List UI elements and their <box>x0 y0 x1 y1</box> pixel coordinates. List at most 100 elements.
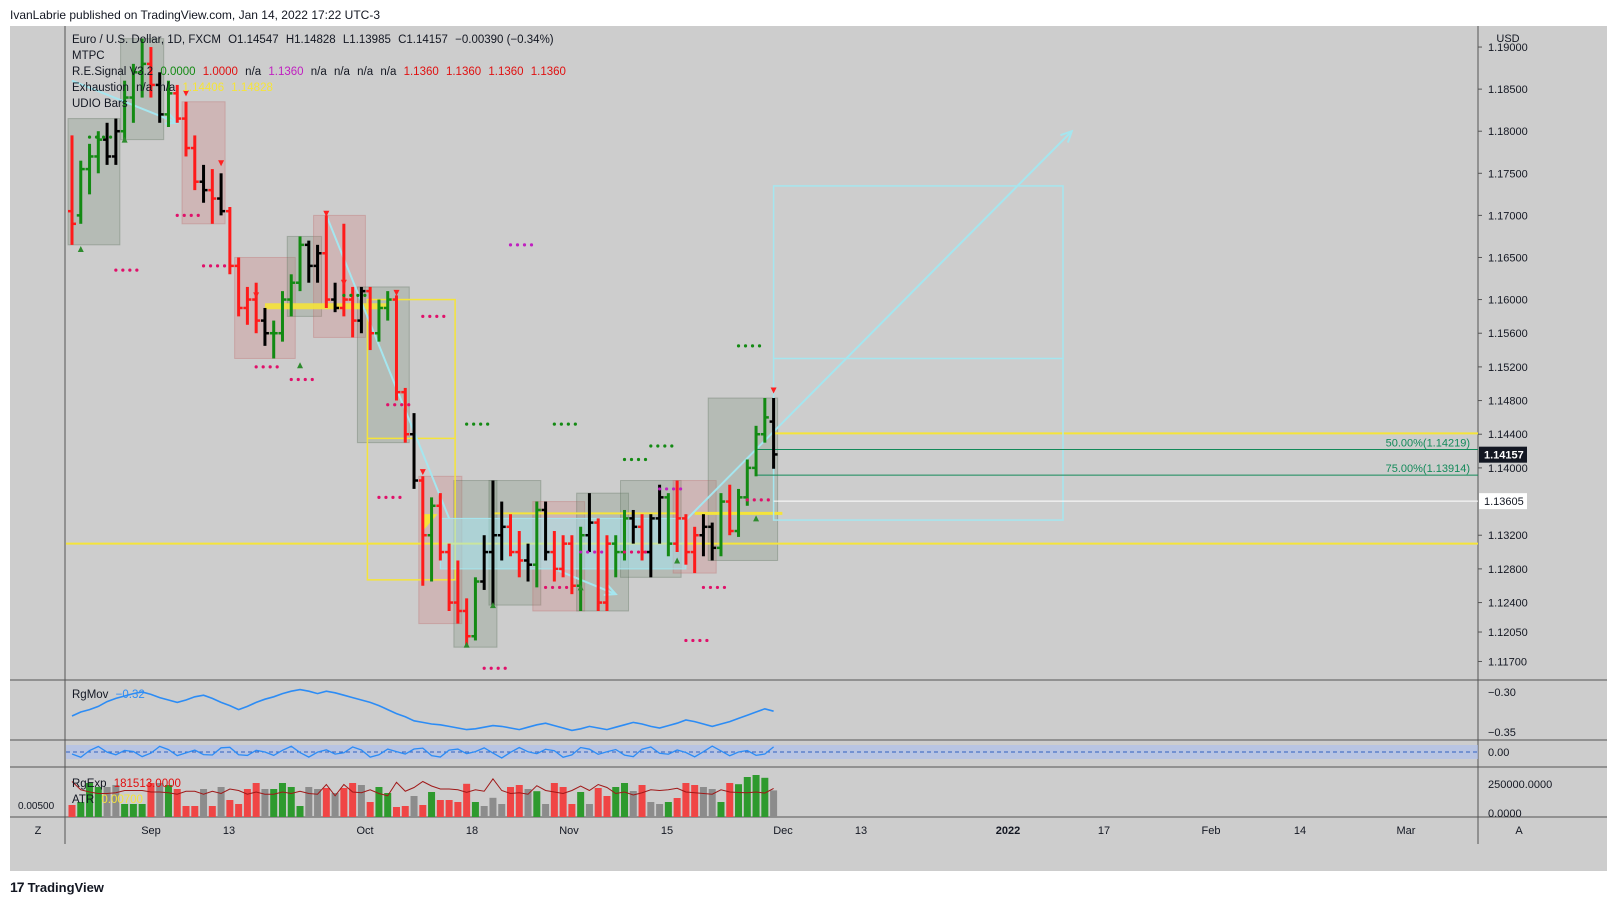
ohlc-bar <box>182 101 191 157</box>
volume-bar <box>436 800 444 817</box>
time-tick-label: Nov <box>559 825 579 837</box>
time-tick-label: 14 <box>1294 825 1306 837</box>
volume-bar <box>454 802 462 817</box>
ohlc-bar <box>602 535 611 611</box>
ohlc-bar <box>225 206 234 275</box>
chart-frame[interactable]: 50.00%(1.14219) 75.00%(1.13914) 1.19000 1.… <box>10 26 1607 871</box>
ohlc-bar <box>322 215 331 308</box>
rgexp-legend[interactable]: RgExp 181513.0000 <box>72 778 181 790</box>
price-tick-label: 1.14400 <box>1488 429 1528 441</box>
mtpc-legend[interactable]: MTPC <box>72 50 105 62</box>
symbol-line[interactable]: Euro / U.S. Dollar, 1D, FXCM <box>72 34 221 46</box>
rgmov-legend[interactable]: RgMov −0.32 <box>72 689 145 701</box>
ohlc-bar <box>278 291 287 342</box>
ohlc-bar <box>190 135 199 191</box>
ohlc-bar <box>410 413 419 489</box>
volume-bar <box>191 806 199 817</box>
zoom-button[interactable]: Z <box>35 825 42 837</box>
signal-dot <box>208 264 213 268</box>
ohlc-bar <box>208 169 217 224</box>
signal-dot <box>557 585 562 590</box>
signal-dot <box>573 422 577 426</box>
udio-legend[interactable]: UDIO Bars <box>72 98 128 110</box>
osc-tick-label: 0.00 <box>1488 747 1509 759</box>
sell-signal-icon <box>770 387 777 394</box>
time-tick-label: Dec <box>773 825 793 837</box>
signal-dot <box>496 666 500 670</box>
auto-scale-button[interactable]: A <box>1515 825 1523 837</box>
ohlc-bar <box>515 531 524 578</box>
sell-signal-icon <box>393 289 400 296</box>
level-label: 1.13605 <box>1484 496 1524 508</box>
ohlc-bar <box>234 257 243 317</box>
price-tick-label: 1.19000 <box>1488 42 1528 54</box>
volume-bar <box>147 783 155 817</box>
volume-bar <box>761 777 769 817</box>
signal-dot <box>736 344 741 348</box>
publish-line: IvanLabrie published on TradingView.com,… <box>10 8 381 22</box>
exhaustion-legend[interactable]: Exhaustion n/a n/a 1.14406 1.14828 <box>72 82 273 94</box>
signal-dot <box>391 495 395 499</box>
volume-bar <box>691 785 699 817</box>
signal-dot <box>363 293 367 297</box>
volume-bar <box>278 783 286 817</box>
signal-dot <box>722 585 727 590</box>
price-tick-label: 1.12800 <box>1488 564 1528 576</box>
ohlc-bar <box>173 84 182 123</box>
price-tick-label: 1.18000 <box>1488 126 1528 138</box>
rgmov-line <box>71 688 774 732</box>
volume-bar <box>375 787 383 817</box>
price-tick-label: 1.16500 <box>1488 252 1528 264</box>
time-tick-label: 15 <box>661 825 673 837</box>
volume-bar <box>94 787 102 817</box>
signal-dot <box>189 213 193 217</box>
price-tick-label: 1.16000 <box>1488 295 1528 307</box>
atr-legend[interactable]: ATR 0.00700 <box>72 794 143 806</box>
volume-bar <box>340 788 348 817</box>
volume-bar <box>717 802 725 817</box>
current-price-badge <box>1479 446 1527 463</box>
ohlc-bar <box>146 47 155 98</box>
signal-dot <box>87 135 92 139</box>
tradingview-logo-icon: 17 <box>10 879 25 895</box>
signal-dot <box>649 444 653 448</box>
ohlc-bar <box>217 173 226 216</box>
ohlc-bar <box>331 282 340 313</box>
signal-dot <box>421 314 425 318</box>
re-signal-legend[interactable]: R.E.Signal V3.2 0.0000 1.0000 n/a 1.1360… <box>72 66 566 78</box>
volume-bar <box>708 789 716 817</box>
signal-dot <box>349 293 353 297</box>
volume-bar <box>752 775 760 817</box>
ohlc-bar <box>752 425 761 477</box>
projection-box <box>772 185 1064 521</box>
tradingview-logo[interactable]: 17 TradingView <box>10 879 104 895</box>
signal-dot <box>757 344 762 348</box>
volume-bar <box>103 787 111 817</box>
ohlc-bar <box>252 282 261 334</box>
ohlc-bar <box>243 286 252 325</box>
chart-canvas[interactable]: 50.00%(1.14219) 75.00%(1.13914) 1.19000 1.… <box>10 26 1607 871</box>
signal-dot <box>114 268 118 272</box>
volume-bar <box>270 789 278 817</box>
signal-dot <box>486 422 490 426</box>
buy-signal-icon <box>463 641 470 648</box>
signal-dot <box>698 638 702 643</box>
ohlc-bar <box>690 526 699 574</box>
ohlc-bar <box>348 286 357 338</box>
volume-bar <box>585 804 593 817</box>
sell-signal-icon <box>419 469 426 476</box>
volume-tick-label: 0.0000 <box>1488 808 1522 820</box>
price-tick-label: 1.18500 <box>1488 84 1528 96</box>
time-tick-label: 17 <box>1098 825 1110 837</box>
ohlc-high: H1.14828 <box>285 34 336 46</box>
udio-box <box>181 101 226 225</box>
signal-dot <box>400 403 404 407</box>
volume-bar <box>603 796 611 817</box>
buy-signal-icon <box>297 362 304 369</box>
signal-dot <box>593 550 597 554</box>
volume-bar <box>463 783 471 817</box>
volume-bar <box>524 789 532 817</box>
signal-dot <box>701 585 706 590</box>
volume-left-label: 0.00500 <box>18 801 55 812</box>
volume-bar <box>664 802 672 817</box>
